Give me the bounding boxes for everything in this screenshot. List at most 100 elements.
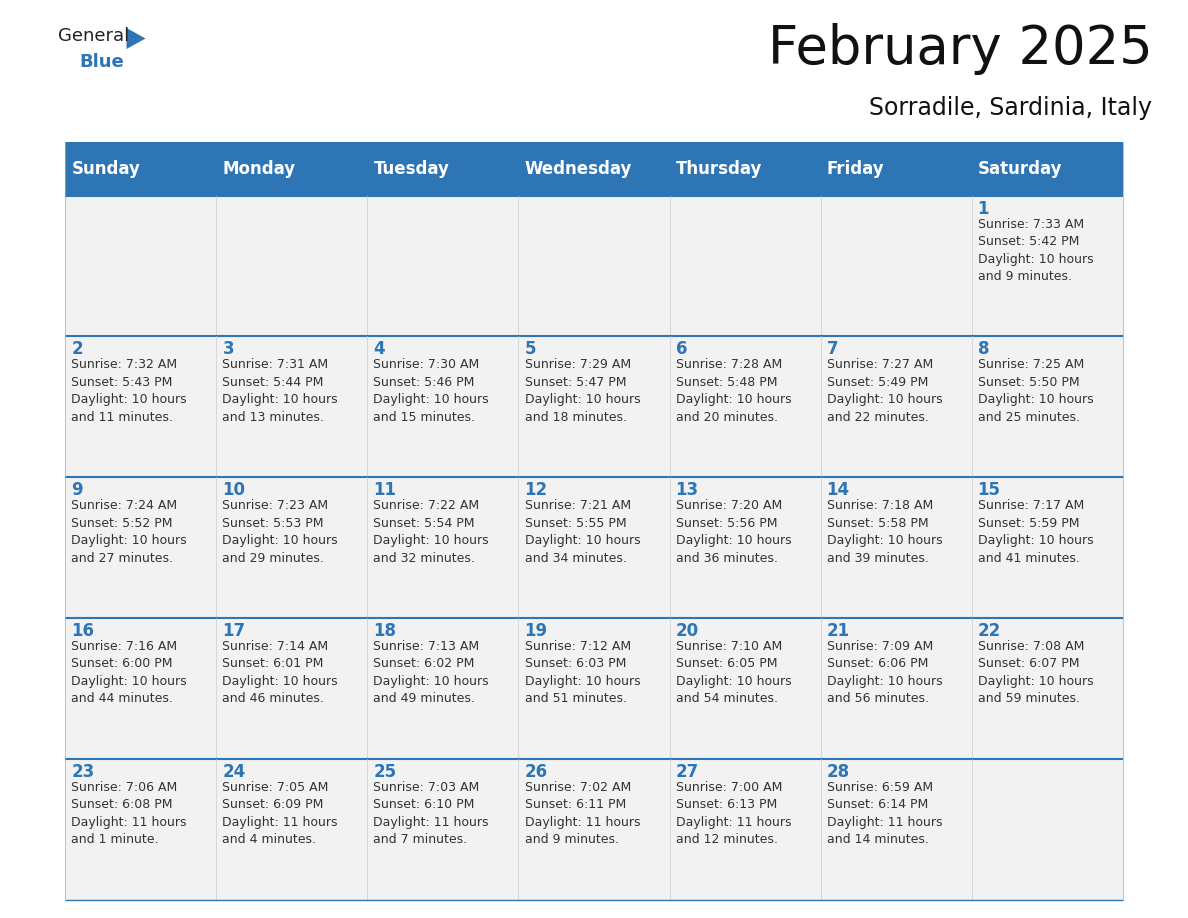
Text: Thursday: Thursday xyxy=(676,160,762,178)
Bar xyxy=(65,336,216,477)
Text: Sunrise: 7:20 AM
Sunset: 5:56 PM
Daylight: 10 hours
and 36 minutes.: Sunrise: 7:20 AM Sunset: 5:56 PM Dayligh… xyxy=(676,499,791,565)
Text: 25: 25 xyxy=(373,763,397,781)
Bar xyxy=(670,618,821,759)
Text: Blue: Blue xyxy=(78,53,124,71)
Bar xyxy=(821,142,972,196)
Text: 1: 1 xyxy=(978,199,990,218)
Bar xyxy=(216,618,367,759)
Bar xyxy=(821,618,972,759)
Text: General: General xyxy=(58,27,129,45)
Bar xyxy=(367,759,518,900)
Text: 27: 27 xyxy=(676,763,699,781)
Bar xyxy=(670,759,821,900)
Text: Saturday: Saturday xyxy=(978,160,1062,178)
Text: 28: 28 xyxy=(827,763,849,781)
Bar xyxy=(670,196,821,336)
Text: Sunrise: 7:33 AM
Sunset: 5:42 PM
Daylight: 10 hours
and 9 minutes.: Sunrise: 7:33 AM Sunset: 5:42 PM Dayligh… xyxy=(978,218,1093,283)
Text: Sunrise: 7:31 AM
Sunset: 5:44 PM
Daylight: 10 hours
and 13 minutes.: Sunrise: 7:31 AM Sunset: 5:44 PM Dayligh… xyxy=(222,358,339,424)
Text: Sunrise: 7:00 AM
Sunset: 6:13 PM
Daylight: 11 hours
and 12 minutes.: Sunrise: 7:00 AM Sunset: 6:13 PM Dayligh… xyxy=(676,781,791,846)
Bar xyxy=(367,618,518,759)
Bar xyxy=(216,196,367,336)
Text: Sunrise: 7:27 AM
Sunset: 5:49 PM
Daylight: 10 hours
and 22 minutes.: Sunrise: 7:27 AM Sunset: 5:49 PM Dayligh… xyxy=(827,358,942,424)
Text: Sorradile, Sardinia, Italy: Sorradile, Sardinia, Italy xyxy=(870,96,1152,120)
Text: Sunday: Sunday xyxy=(71,160,140,178)
Bar xyxy=(670,142,821,196)
Text: 9: 9 xyxy=(71,481,83,499)
Text: 8: 8 xyxy=(978,341,990,358)
Text: 6: 6 xyxy=(676,341,687,358)
Text: Sunrise: 7:30 AM
Sunset: 5:46 PM
Daylight: 10 hours
and 15 minutes.: Sunrise: 7:30 AM Sunset: 5:46 PM Dayligh… xyxy=(373,358,489,424)
Bar xyxy=(65,477,216,618)
Bar xyxy=(972,196,1123,336)
Bar xyxy=(972,618,1123,759)
Bar xyxy=(65,618,216,759)
Text: Sunrise: 7:32 AM
Sunset: 5:43 PM
Daylight: 10 hours
and 11 minutes.: Sunrise: 7:32 AM Sunset: 5:43 PM Dayligh… xyxy=(71,358,187,424)
Bar xyxy=(972,477,1123,618)
Text: Sunrise: 7:08 AM
Sunset: 6:07 PM
Daylight: 10 hours
and 59 minutes.: Sunrise: 7:08 AM Sunset: 6:07 PM Dayligh… xyxy=(978,640,1093,706)
Text: 2: 2 xyxy=(71,341,83,358)
Bar xyxy=(65,196,216,336)
Text: Friday: Friday xyxy=(827,160,884,178)
Text: Sunrise: 6:59 AM
Sunset: 6:14 PM
Daylight: 11 hours
and 14 minutes.: Sunrise: 6:59 AM Sunset: 6:14 PM Dayligh… xyxy=(827,781,942,846)
Text: Monday: Monday xyxy=(222,160,296,178)
Text: Sunrise: 7:13 AM
Sunset: 6:02 PM
Daylight: 10 hours
and 49 minutes.: Sunrise: 7:13 AM Sunset: 6:02 PM Dayligh… xyxy=(373,640,489,706)
Text: Sunrise: 7:29 AM
Sunset: 5:47 PM
Daylight: 10 hours
and 18 minutes.: Sunrise: 7:29 AM Sunset: 5:47 PM Dayligh… xyxy=(525,358,640,424)
Bar xyxy=(367,196,518,336)
Text: 13: 13 xyxy=(676,481,699,499)
Text: 19: 19 xyxy=(525,622,548,640)
Bar xyxy=(518,142,670,196)
Bar xyxy=(518,759,670,900)
Text: 5: 5 xyxy=(525,341,536,358)
Bar xyxy=(367,142,518,196)
Text: Sunrise: 7:18 AM
Sunset: 5:58 PM
Daylight: 10 hours
and 39 minutes.: Sunrise: 7:18 AM Sunset: 5:58 PM Dayligh… xyxy=(827,499,942,565)
Text: Sunrise: 7:16 AM
Sunset: 6:00 PM
Daylight: 10 hours
and 44 minutes.: Sunrise: 7:16 AM Sunset: 6:00 PM Dayligh… xyxy=(71,640,187,706)
Text: Wednesday: Wednesday xyxy=(525,160,632,178)
Text: 11: 11 xyxy=(373,481,397,499)
Text: 4: 4 xyxy=(373,341,385,358)
Text: 10: 10 xyxy=(222,481,246,499)
Text: Sunrise: 7:22 AM
Sunset: 5:54 PM
Daylight: 10 hours
and 32 minutes.: Sunrise: 7:22 AM Sunset: 5:54 PM Dayligh… xyxy=(373,499,489,565)
Text: Sunrise: 7:03 AM
Sunset: 6:10 PM
Daylight: 11 hours
and 7 minutes.: Sunrise: 7:03 AM Sunset: 6:10 PM Dayligh… xyxy=(373,781,489,846)
Bar xyxy=(821,759,972,900)
Text: 15: 15 xyxy=(978,481,1000,499)
Text: Sunrise: 7:06 AM
Sunset: 6:08 PM
Daylight: 11 hours
and 1 minute.: Sunrise: 7:06 AM Sunset: 6:08 PM Dayligh… xyxy=(71,781,187,846)
Text: Sunrise: 7:02 AM
Sunset: 6:11 PM
Daylight: 11 hours
and 9 minutes.: Sunrise: 7:02 AM Sunset: 6:11 PM Dayligh… xyxy=(525,781,640,846)
Text: 14: 14 xyxy=(827,481,849,499)
Text: 7: 7 xyxy=(827,341,839,358)
Text: Sunrise: 7:23 AM
Sunset: 5:53 PM
Daylight: 10 hours
and 29 minutes.: Sunrise: 7:23 AM Sunset: 5:53 PM Dayligh… xyxy=(222,499,339,565)
Bar xyxy=(65,142,216,196)
Bar xyxy=(670,477,821,618)
Text: 26: 26 xyxy=(525,763,548,781)
Text: 16: 16 xyxy=(71,622,94,640)
Bar xyxy=(821,336,972,477)
Bar xyxy=(972,336,1123,477)
Text: Sunrise: 7:28 AM
Sunset: 5:48 PM
Daylight: 10 hours
and 20 minutes.: Sunrise: 7:28 AM Sunset: 5:48 PM Dayligh… xyxy=(676,358,791,424)
Polygon shape xyxy=(126,28,145,49)
Bar xyxy=(821,477,972,618)
Text: Sunrise: 7:25 AM
Sunset: 5:50 PM
Daylight: 10 hours
and 25 minutes.: Sunrise: 7:25 AM Sunset: 5:50 PM Dayligh… xyxy=(978,358,1093,424)
Text: Sunrise: 7:14 AM
Sunset: 6:01 PM
Daylight: 10 hours
and 46 minutes.: Sunrise: 7:14 AM Sunset: 6:01 PM Dayligh… xyxy=(222,640,339,706)
Bar xyxy=(518,618,670,759)
Bar xyxy=(972,142,1123,196)
Text: 18: 18 xyxy=(373,622,397,640)
Text: 12: 12 xyxy=(525,481,548,499)
Bar xyxy=(216,142,367,196)
Bar xyxy=(972,759,1123,900)
Bar xyxy=(518,336,670,477)
Text: Tuesday: Tuesday xyxy=(373,160,449,178)
Text: Sunrise: 7:12 AM
Sunset: 6:03 PM
Daylight: 10 hours
and 51 minutes.: Sunrise: 7:12 AM Sunset: 6:03 PM Dayligh… xyxy=(525,640,640,706)
Text: 24: 24 xyxy=(222,763,246,781)
Text: 23: 23 xyxy=(71,763,95,781)
Text: 3: 3 xyxy=(222,341,234,358)
Text: Sunrise: 7:05 AM
Sunset: 6:09 PM
Daylight: 11 hours
and 4 minutes.: Sunrise: 7:05 AM Sunset: 6:09 PM Dayligh… xyxy=(222,781,337,846)
Text: Sunrise: 7:09 AM
Sunset: 6:06 PM
Daylight: 10 hours
and 56 minutes.: Sunrise: 7:09 AM Sunset: 6:06 PM Dayligh… xyxy=(827,640,942,706)
Text: Sunrise: 7:10 AM
Sunset: 6:05 PM
Daylight: 10 hours
and 54 minutes.: Sunrise: 7:10 AM Sunset: 6:05 PM Dayligh… xyxy=(676,640,791,706)
Bar xyxy=(65,759,216,900)
Bar xyxy=(518,196,670,336)
Text: Sunrise: 7:21 AM
Sunset: 5:55 PM
Daylight: 10 hours
and 34 minutes.: Sunrise: 7:21 AM Sunset: 5:55 PM Dayligh… xyxy=(525,499,640,565)
Bar xyxy=(367,477,518,618)
Bar xyxy=(216,759,367,900)
Text: 17: 17 xyxy=(222,622,246,640)
Text: 22: 22 xyxy=(978,622,1001,640)
Bar xyxy=(216,336,367,477)
